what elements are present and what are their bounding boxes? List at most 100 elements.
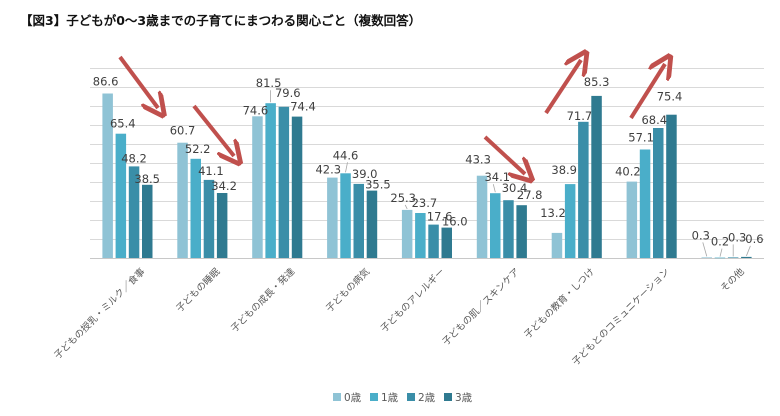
data-label: 0.3 [692, 228, 710, 242]
bar [291, 116, 303, 258]
bar [727, 257, 739, 258]
category-labels: 子どもの授乳・ミルク／食事 子どもの睡眠 子どもの成長・発達 子どもの病気 子どものアレ… [52, 265, 747, 368]
data-label: 74.4 [290, 100, 316, 114]
bar [252, 116, 263, 258]
leader-line [404, 204, 408, 210]
bar [578, 121, 589, 258]
data-label: 35.5 [365, 178, 391, 192]
category-label: 子どもの成長・発達 [228, 265, 297, 334]
trend-arrows [118, 55, 665, 174]
legend-swatch [444, 393, 452, 401]
arrow-down-icon [118, 55, 158, 108]
bar [216, 193, 228, 258]
category-label: 子どもの教育・しつけ [522, 266, 597, 341]
bar [503, 200, 514, 258]
data-label: 0.6 [745, 232, 763, 246]
data-label: 81.5 [256, 76, 282, 90]
chart-title: 【図3】子どもが0～3歳までの子育てにまつわる関心ごと（複数回答） [20, 13, 422, 28]
data-label: 48.2 [121, 151, 147, 165]
category-label: 子どもの授乳・ミルク／食事 [52, 265, 148, 361]
data-label: 44.6 [333, 148, 359, 162]
bar [102, 93, 113, 258]
bar [327, 177, 338, 258]
legend: 0歳 1歳 2歳 3歳 [333, 392, 473, 404]
data-label: 57.1 [628, 131, 654, 145]
leader-line [702, 242, 708, 257]
bar [639, 149, 651, 258]
leader-lines [270, 90, 751, 257]
bar [115, 133, 127, 258]
bar [128, 166, 140, 258]
data-label: 38.5 [134, 172, 160, 186]
data-label: 34.2 [211, 179, 237, 193]
bar [516, 205, 527, 258]
data-label: 75.4 [657, 90, 683, 104]
leader-line [719, 248, 723, 257]
data-label: 41.1 [198, 164, 224, 178]
data-label: 25.3 [390, 191, 416, 205]
category-label: 子どもの病気 [323, 265, 372, 314]
category-label: 子どもの肌／スキンケア [441, 266, 522, 347]
category-label: 子どもの睡眠 [174, 265, 223, 314]
bar [701, 257, 712, 258]
bar [366, 190, 378, 258]
bar [666, 114, 677, 258]
bar [428, 224, 439, 258]
data-label: 23.7 [412, 196, 438, 210]
data-label: 71.7 [567, 109, 593, 123]
arrow-up-icon [544, 60, 581, 115]
data-label: 43.3 [465, 153, 491, 167]
arrow-up-icon [629, 64, 665, 120]
data-label: 34.1 [484, 170, 510, 184]
bar [490, 193, 501, 258]
data-label: 13.2 [540, 206, 566, 220]
bar [626, 181, 638, 258]
leader-line [492, 184, 496, 193]
data-label: 74.6 [243, 103, 269, 117]
bar [278, 106, 290, 258]
legend-label: 1歳 [381, 392, 399, 404]
data-label: 27.8 [517, 188, 543, 202]
category-label: 子どものアレルギー [379, 266, 447, 334]
leader-line [345, 162, 348, 173]
data-label: 65.4 [110, 117, 136, 131]
bar [340, 173, 351, 258]
data-label: 39.0 [352, 167, 378, 181]
data-label: 38.9 [551, 163, 577, 177]
legend-label: 2歳 [418, 392, 436, 404]
bar [177, 142, 188, 258]
bar [190, 158, 201, 258]
data-label: 42.3 [315, 163, 341, 177]
data-label: 85.3 [584, 75, 610, 89]
legend-label: 0歳 [344, 392, 362, 404]
legend-swatch [333, 393, 341, 401]
data-label: 68.4 [641, 113, 667, 127]
data-label: 0.3 [728, 230, 746, 244]
bar [415, 213, 426, 258]
data-label: 60.7 [170, 124, 196, 138]
bar [714, 257, 726, 259]
data-label: 40.2 [615, 165, 641, 179]
category-label: その他 [718, 265, 747, 294]
leader-line [746, 245, 751, 257]
bar [265, 103, 276, 258]
data-label: 52.2 [185, 142, 211, 156]
arrow-down-icon [483, 135, 525, 174]
bar [591, 95, 602, 259]
bar [551, 232, 563, 258]
data-label: 79.6 [275, 86, 301, 100]
data-label: 0.2 [711, 235, 729, 249]
arrow-down-icon [192, 104, 234, 156]
bar [142, 184, 153, 258]
legend-swatch [407, 393, 415, 401]
legend-label: 3歳 [455, 392, 473, 404]
bar [203, 179, 215, 258]
bars [102, 93, 752, 259]
bar [441, 227, 452, 258]
data-label: 86.6 [93, 75, 119, 89]
data-label: 17.6 [427, 210, 453, 224]
legend-swatch [370, 393, 378, 401]
data-label: 16.0 [442, 215, 468, 229]
bar [353, 183, 364, 258]
